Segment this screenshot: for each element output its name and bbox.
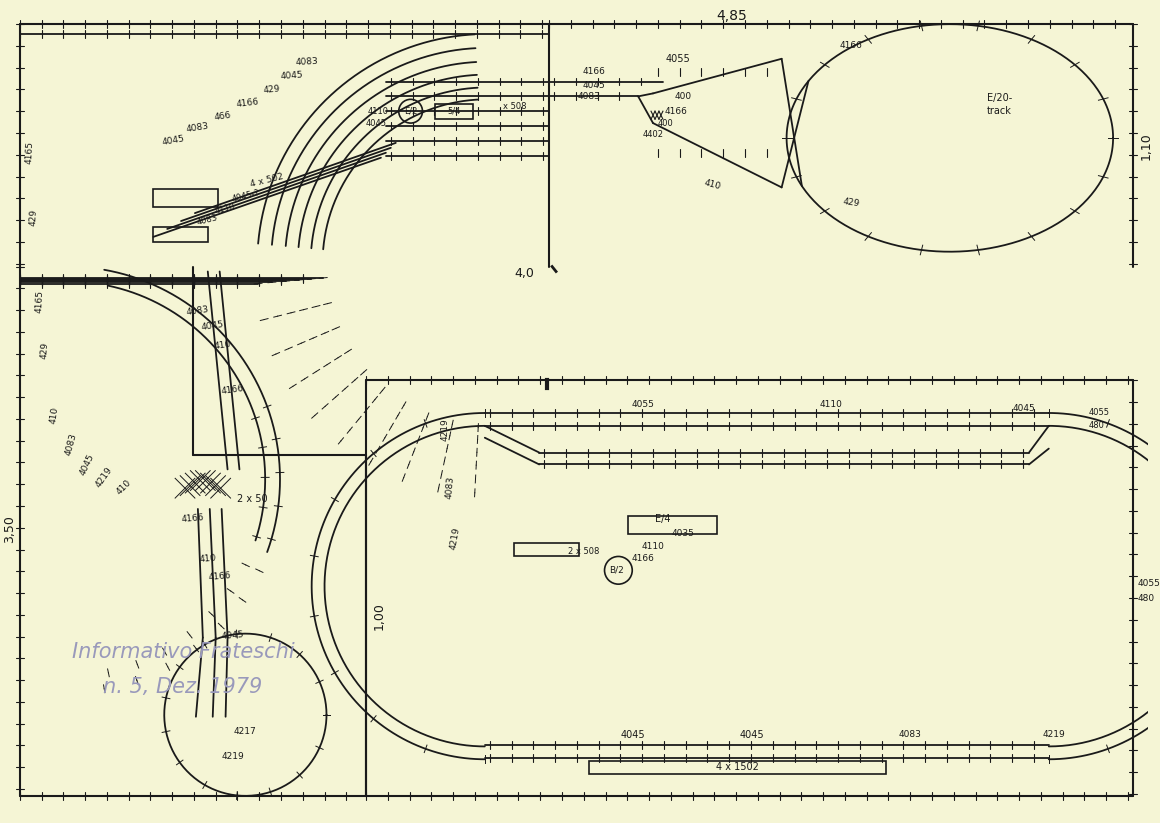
Text: 4055: 4055: [666, 53, 690, 63]
Text: 429: 429: [29, 208, 38, 226]
Text: 410: 410: [49, 406, 60, 424]
Text: 4 x 1502: 4 x 1502: [716, 762, 759, 772]
Text: 4055: 4055: [632, 400, 654, 408]
Text: track: track: [987, 106, 1012, 116]
Text: 4219: 4219: [222, 752, 244, 760]
Text: 4217: 4217: [234, 727, 256, 736]
Text: 4083: 4083: [186, 122, 210, 134]
Text: 4083: 4083: [295, 57, 318, 67]
Text: 466: 466: [213, 110, 232, 122]
Text: 4219: 4219: [441, 418, 450, 441]
Text: 4045: 4045: [220, 630, 245, 641]
Text: E/4: E/4: [655, 514, 670, 524]
Text: 410: 410: [115, 478, 133, 496]
Text: 4083: 4083: [64, 432, 79, 457]
Text: 4045: 4045: [582, 81, 606, 90]
Text: 4083: 4083: [899, 730, 922, 739]
Text: 4166: 4166: [208, 571, 232, 582]
Text: 4035: 4035: [672, 529, 694, 538]
Text: 4083: 4083: [196, 213, 219, 227]
Text: 4219: 4219: [449, 527, 462, 551]
Text: 4045: 4045: [621, 729, 646, 740]
Text: 410: 410: [198, 553, 217, 564]
Text: 4,0: 4,0: [514, 267, 535, 280]
Text: 480: 480: [1138, 593, 1155, 602]
Text: 4083: 4083: [578, 92, 600, 101]
Text: 4045: 4045: [1013, 403, 1036, 412]
Text: 1,10: 1,10: [1140, 132, 1153, 160]
Text: 4110: 4110: [641, 542, 665, 551]
Text: 4166: 4166: [582, 67, 606, 77]
Text: 4110: 4110: [820, 400, 842, 408]
Text: 4165: 4165: [24, 141, 35, 165]
Text: n. 5, Dez. 1979: n. 5, Dez. 1979: [103, 677, 262, 697]
Text: 4045: 4045: [281, 70, 304, 81]
Text: 4045-?: 4045-?: [231, 188, 260, 204]
Text: 4165: 4165: [35, 290, 45, 313]
Text: 4219: 4219: [94, 465, 114, 489]
Text: E/20-: E/20-: [987, 93, 1012, 104]
Text: 4110: 4110: [215, 202, 237, 216]
Text: 429: 429: [842, 197, 860, 208]
Text: 4166: 4166: [632, 554, 654, 563]
Text: 4055: 4055: [1138, 579, 1160, 588]
Text: 4055: 4055: [1088, 408, 1109, 417]
Text: 429: 429: [39, 342, 50, 360]
Text: 4110: 4110: [368, 107, 389, 116]
Text: 4219: 4219: [1043, 730, 1065, 739]
Text: 2 x 50: 2 x 50: [237, 494, 268, 504]
Text: Informativo Frateschi: Informativo Frateschi: [72, 643, 295, 663]
Text: 410: 410: [703, 178, 722, 191]
Text: 4166: 4166: [665, 107, 687, 116]
Text: 400: 400: [674, 92, 691, 101]
Text: 4166: 4166: [235, 97, 259, 109]
Text: 2 x 508: 2 x 508: [568, 547, 600, 556]
Text: 429: 429: [263, 84, 281, 95]
Text: 4083: 4083: [444, 476, 456, 499]
Text: 4166: 4166: [220, 384, 245, 397]
Text: 480: 480: [1088, 421, 1104, 430]
Text: B/2: B/2: [609, 565, 624, 574]
Text: 4166: 4166: [840, 41, 862, 50]
Text: E/2: E/2: [404, 107, 418, 116]
Text: 4045: 4045: [365, 119, 387, 128]
Text: 4,85: 4,85: [717, 9, 747, 23]
Text: 4 x 502: 4 x 502: [249, 172, 284, 189]
Text: 410: 410: [213, 340, 232, 351]
Text: 4166: 4166: [181, 514, 204, 524]
Text: 1,00: 1,00: [374, 602, 386, 630]
Text: 3,50: 3,50: [3, 515, 16, 542]
Text: 4045: 4045: [740, 729, 764, 740]
Text: 4045: 4045: [201, 320, 225, 332]
Text: 5/4: 5/4: [448, 107, 461, 116]
Text: x 508: x 508: [502, 102, 527, 111]
Text: 4083: 4083: [186, 305, 210, 317]
Text: 4045: 4045: [161, 134, 186, 147]
Text: 400: 400: [658, 119, 674, 128]
Text: 4045: 4045: [78, 452, 96, 477]
Text: 4402: 4402: [643, 131, 664, 139]
